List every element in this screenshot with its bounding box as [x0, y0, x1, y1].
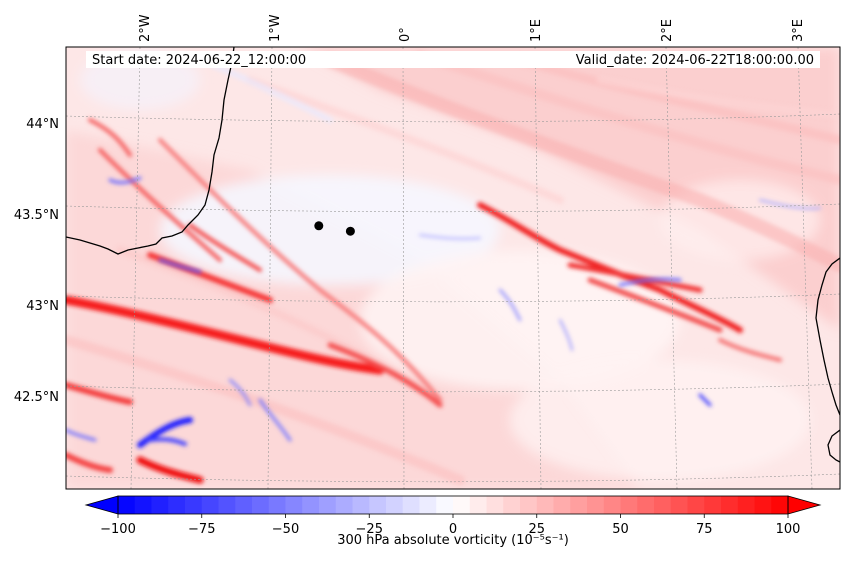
colorbar-tick-label: −100	[100, 522, 136, 537]
lon-label-1w: 1°W	[268, 14, 283, 42]
colorbar-segment	[335, 496, 353, 514]
lon-label-3e: 3°E	[791, 19, 806, 42]
colorbar-segment	[553, 496, 571, 514]
colorbar-segment	[369, 496, 387, 514]
colorbar-segment	[771, 496, 789, 514]
lat-label-44n: 44°N	[26, 117, 59, 132]
coastline	[66, 47, 840, 463]
valid-date-text: Valid_date: 2024-06-22T18:00:00.00	[576, 53, 814, 68]
colorbar-tick-label: 100	[776, 522, 801, 537]
colorbar-segment	[486, 496, 504, 514]
colorbar-segment	[319, 496, 337, 514]
latitude-labels: 44°N 43.5°N 43°N 42.5°N	[14, 117, 59, 405]
lat-label-43-5n: 43.5°N	[14, 208, 59, 223]
colorbar-segment	[536, 496, 554, 514]
station-points	[314, 221, 355, 236]
colorbar-segment	[185, 496, 203, 514]
vorticity-negative-streaks	[66, 176, 821, 448]
colorbar-tick-label: −25	[356, 522, 383, 537]
colorbar-segment	[134, 496, 152, 514]
colorbar-segment	[721, 496, 739, 514]
colorbar-segment	[570, 496, 588, 514]
colorbar-segment	[603, 496, 621, 514]
colorbar-segment	[754, 496, 772, 514]
colorbar-segment	[453, 496, 471, 514]
vorticity-strong-streaks	[66, 118, 782, 484]
colorbar-label: 300 hPa absolute vorticity (10⁻⁵s⁻¹)	[337, 533, 569, 548]
colorbar-segment	[386, 496, 404, 514]
longitude-labels: 2°W 1°W 0° 1°E 2°E 3°E	[138, 14, 806, 42]
colorbar-min-extend	[84, 495, 119, 515]
colorbar-segment	[268, 496, 286, 514]
lon-label-1e: 1°E	[529, 19, 544, 42]
colorbar-segment	[302, 496, 320, 514]
colorbar-segment	[520, 496, 538, 514]
colorbar-tick-label: −50	[272, 522, 299, 537]
colorbar-segment	[118, 496, 136, 514]
colorbar-segment	[469, 496, 487, 514]
colorbar-segment	[704, 496, 722, 514]
colorbar-tick-label: 75	[696, 522, 713, 537]
colorbar-segment	[285, 496, 303, 514]
colorbar: −100 −75 −50 −25 0 25 50 75 100 300 hPa absolute…	[84, 495, 822, 548]
colorbar-segment	[168, 496, 186, 514]
station-point	[314, 221, 324, 231]
colorbar-segment	[637, 496, 655, 514]
colorbar-segment	[687, 496, 705, 514]
colorbar-segment	[402, 496, 420, 514]
colorbar-segment	[670, 496, 688, 514]
lon-label-2e: 2°E	[660, 19, 675, 42]
lat-label-43n: 43°N	[26, 299, 59, 314]
colorbar-segment	[151, 496, 169, 514]
colorbar-segment	[419, 496, 437, 514]
colorbar-segment	[620, 496, 638, 514]
colorbar-tick-label: 0	[449, 522, 457, 537]
colorbar-ticks: −100 −75 −50 −25 0 25 50 75 100	[100, 514, 800, 537]
lon-label-0: 0°	[398, 27, 413, 42]
lat-label-42-5n: 42.5°N	[14, 390, 59, 405]
colorbar-segment	[235, 496, 253, 514]
colorbar-tick-label: 25	[528, 522, 545, 537]
lon-label-2w: 2°W	[138, 14, 153, 42]
header-strip	[86, 51, 820, 68]
colorbar-segment	[201, 496, 219, 514]
colorbar-segment	[352, 496, 370, 514]
colorbar-segment	[654, 496, 672, 514]
colorbar-segment	[252, 496, 270, 514]
colorbar-segment	[218, 496, 236, 514]
station-point	[345, 226, 355, 236]
colorbar-segment	[436, 496, 454, 514]
colorbar-tick-label: 50	[612, 522, 629, 537]
colorbar-segment	[737, 496, 755, 514]
colorbar-segments	[118, 496, 789, 514]
graticule	[66, 47, 840, 489]
colorbar-tick-label: −75	[188, 522, 215, 537]
map-frame	[65, 46, 841, 490]
colorbar-max-extend	[787, 495, 822, 515]
colorbar-segment	[587, 496, 605, 514]
colorbar-segment	[503, 496, 521, 514]
start-date-text: Start date: 2024-06-22_12:00:00	[92, 53, 306, 68]
vorticity-map	[66, 47, 840, 489]
